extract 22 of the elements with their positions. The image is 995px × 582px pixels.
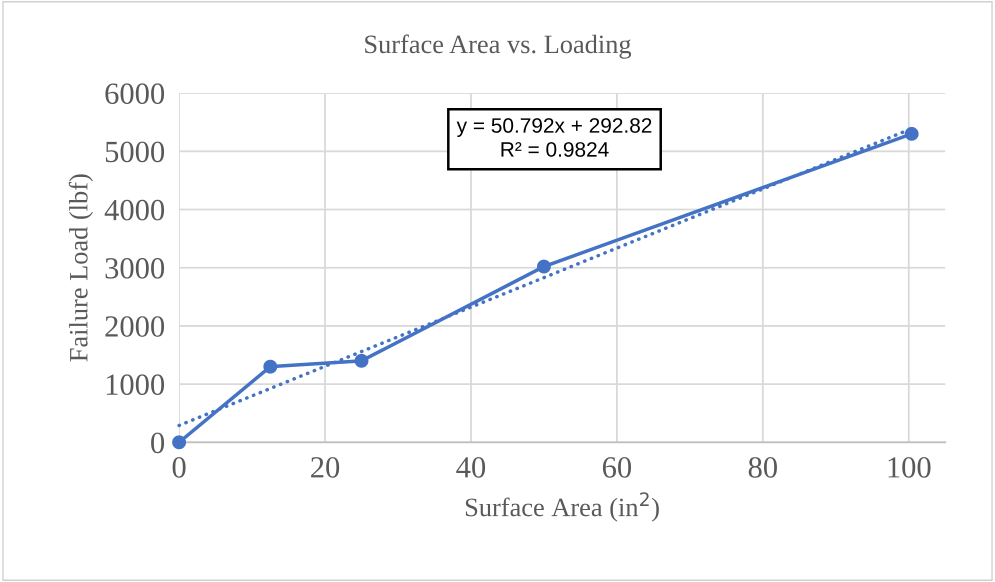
x-tick-label: 0 (172, 457, 186, 478)
x-tick-label: 40 (456, 457, 486, 478)
point (536, 260, 551, 274)
x-axis-title: Surface Area (in$^{2}$) (466, 492, 659, 522)
y-tick-label: 6000 (105, 83, 164, 104)
y-tick-label: 4000 (104, 200, 164, 220)
point (354, 354, 368, 368)
y-tick-label: 5000 (106, 142, 164, 162)
x-tick-label: 20 (311, 457, 340, 478)
y-tick-label: 1000 (106, 374, 164, 396)
x-tick-label: 60 (602, 457, 632, 478)
chart-title: Surface Area vs. Loading (365, 34, 632, 59)
x-tick-label: 80 (748, 457, 777, 478)
y-axis-title: Failure Load (lbf) (68, 174, 93, 362)
annotation: y = 50.792x + 292.82 R² = 0.9824 (456, 118, 652, 157)
y-tick-label: 2000 (105, 316, 164, 337)
point (263, 360, 278, 374)
point (904, 126, 919, 141)
point (172, 435, 186, 450)
x-tick-label: 100 (888, 457, 931, 478)
y-tick-label: 3000 (106, 258, 164, 279)
y-tick-label: 0 (151, 432, 164, 454)
